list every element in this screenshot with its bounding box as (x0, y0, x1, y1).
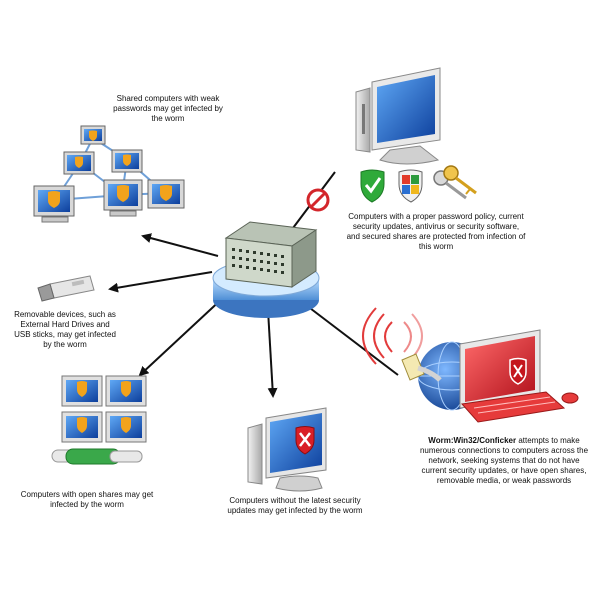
open-share-computer (105, 375, 147, 407)
windows-security-shield-icon (398, 169, 423, 203)
keys-icon (433, 165, 477, 200)
shared-computer (63, 151, 95, 175)
open-shares-computers (51, 375, 147, 465)
open-share-computer (105, 411, 147, 443)
protected-computer (355, 67, 441, 165)
unpatched-computer (247, 407, 327, 492)
network-cable-icon (401, 353, 442, 382)
arrow-to-open-shares (138, 295, 226, 377)
infected-computer (459, 329, 579, 423)
caption-unpatched-computers: Computers without the latest security up… (227, 496, 363, 515)
shared-computer (103, 179, 143, 217)
shared-pipe (51, 448, 143, 465)
shared-computer (80, 125, 106, 145)
caption-worm-description: Worm:Win32/Conficker attempts to make nu… (416, 436, 592, 486)
red-x-shield-icon (295, 426, 315, 455)
shared-computer (147, 179, 185, 209)
caption-protected-computers: Computers with a proper password policy,… (346, 212, 526, 251)
shared-computers-network (33, 125, 185, 223)
shared-computer (111, 149, 143, 173)
green-shield-check-icon (360, 169, 385, 203)
caption-shared-computers: Shared computers with weak passwords may… (113, 94, 223, 123)
shared-computer (33, 185, 75, 223)
open-share-computer (61, 375, 103, 407)
arrow-to-removable-devices (108, 271, 213, 293)
blocked-sign-icon (306, 188, 330, 212)
caption-open-shares: Computers with open shares may get infec… (20, 490, 154, 509)
usb-stick-icon (37, 275, 95, 302)
arrow-from-worm (300, 300, 399, 376)
worm-name: Worm:Win32/Conficker (428, 436, 517, 445)
arrow-to-shared-computers (141, 233, 219, 257)
caption-removable-devices: Removable devices, such as External Hard… (14, 310, 116, 349)
arrow-to-unpatched-computer (267, 309, 278, 398)
open-share-computer (61, 411, 103, 443)
worm-behavior-text: attempts to make numerous connections to… (419, 436, 589, 485)
worm-source (362, 307, 579, 423)
network-hub-icon (212, 221, 320, 318)
